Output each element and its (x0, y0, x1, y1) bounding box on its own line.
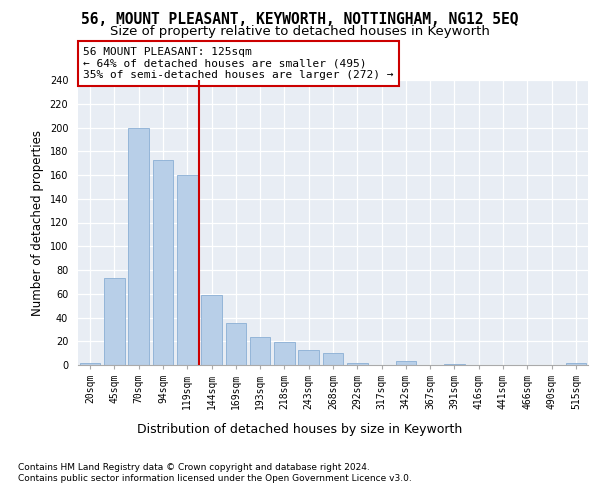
Bar (201, 295, 222, 365)
Text: Contains HM Land Registry data © Crown copyright and database right 2024.: Contains HM Land Registry data © Crown c… (18, 462, 370, 471)
Bar (226, 324, 246, 365)
Bar (566, 362, 586, 365)
Bar (395, 362, 416, 365)
Bar (347, 362, 368, 365)
Text: Contains public sector information licensed under the Open Government Licence v3: Contains public sector information licen… (18, 474, 412, 483)
Text: Distribution of detached houses by size in Keyworth: Distribution of detached houses by size … (137, 422, 463, 436)
Bar (323, 353, 343, 365)
Bar (298, 350, 319, 365)
Bar (128, 128, 149, 365)
Bar (250, 336, 271, 365)
Bar (104, 278, 125, 365)
Y-axis label: Number of detached properties: Number of detached properties (31, 130, 44, 316)
Text: 56, MOUNT PLEASANT, KEYWORTH, NOTTINGHAM, NG12 5EQ: 56, MOUNT PLEASANT, KEYWORTH, NOTTINGHAM… (81, 12, 519, 28)
Bar (444, 364, 465, 365)
Bar (80, 362, 100, 365)
Text: 56 MOUNT PLEASANT: 125sqm
← 64% of detached houses are smaller (495)
35% of semi: 56 MOUNT PLEASANT: 125sqm ← 64% of detac… (83, 47, 394, 80)
Bar (177, 175, 197, 365)
Bar (274, 342, 295, 365)
Text: Size of property relative to detached houses in Keyworth: Size of property relative to detached ho… (110, 25, 490, 38)
Bar (152, 160, 173, 365)
